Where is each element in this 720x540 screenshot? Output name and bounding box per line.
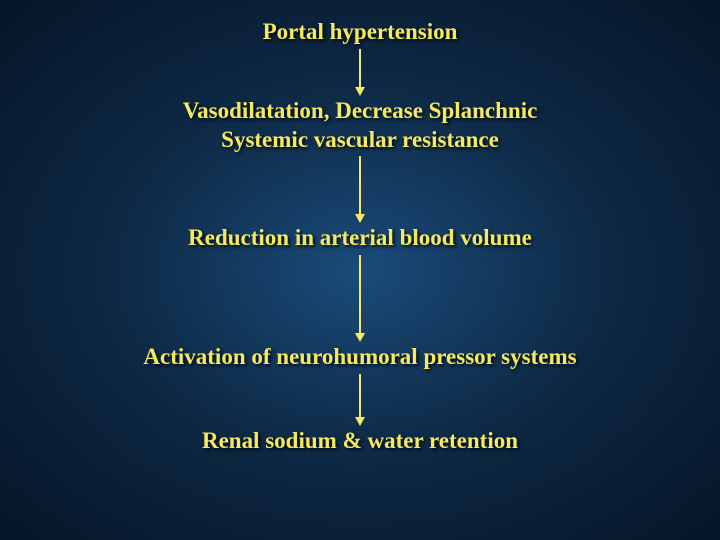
flow-node-blood-volume: Reduction in arterial blood volume — [188, 224, 532, 253]
flow-arrow-4 — [353, 372, 367, 427]
flow-arrow-1 — [353, 47, 367, 97]
flow-node-portal-hypertension: Portal hypertension — [263, 18, 458, 47]
flow-arrow-2 — [353, 154, 367, 224]
node-text-line2: Systemic vascular resistance — [221, 127, 499, 152]
flow-node-vasodilatation: Vasodilatation, Decrease Splanchnic Syst… — [183, 97, 538, 155]
flow-node-retention: Renal sodium & water retention — [202, 427, 518, 456]
node-text: Activation of neurohumoral pressor syste… — [143, 344, 576, 369]
node-text: Renal sodium & water retention — [202, 428, 518, 453]
flow-arrow-3 — [353, 253, 367, 343]
node-text: Reduction in arterial blood volume — [188, 225, 532, 250]
flow-node-neurohumoral: Activation of neurohumoral pressor syste… — [143, 343, 576, 372]
node-text: Portal hypertension — [263, 19, 458, 44]
node-text-line1: Vasodilatation, Decrease Splanchnic — [183, 98, 538, 123]
